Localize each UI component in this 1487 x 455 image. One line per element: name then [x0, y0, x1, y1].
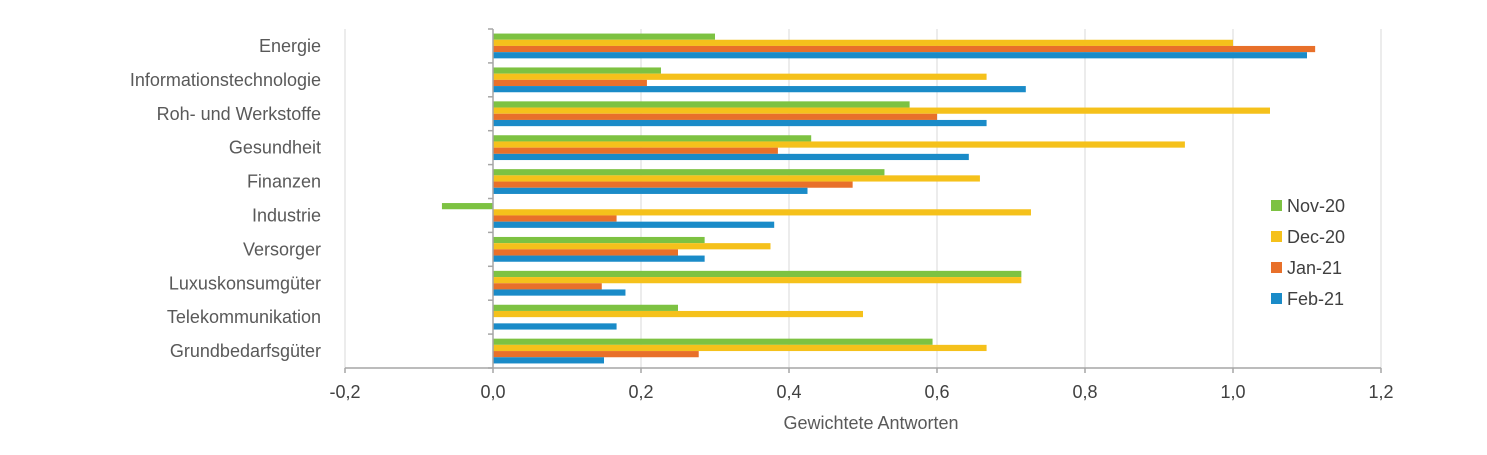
bar-nov-20-4 [493, 169, 885, 176]
legend-swatch-feb-21 [1271, 293, 1282, 304]
bar-dec-20-0 [493, 39, 1233, 46]
x-tick-label-6: 1,0 [1220, 382, 1245, 402]
x-axis-title: Gewichtete Antworten [783, 413, 958, 433]
legend-swatch-nov-20 [1271, 200, 1282, 211]
category-label-6: Versorger [243, 239, 321, 259]
bar-dec-20-7 [493, 277, 1022, 284]
bar-nov-20-9 [493, 338, 933, 345]
bar-feb-21-9 [493, 357, 604, 364]
legend-label-dec-20: Dec-20 [1287, 227, 1345, 247]
bar-dec-20-9 [493, 344, 987, 352]
legend-swatch-dec-20 [1271, 231, 1282, 242]
x-tick-label-4: 0,6 [924, 382, 949, 402]
bar-nov-20-7 [493, 270, 1022, 278]
bar-nov-20-6 [493, 236, 705, 244]
bar-dec-20-6 [493, 243, 771, 250]
bar-jan-21-4 [493, 181, 853, 188]
bar-jan-21-6 [493, 249, 678, 256]
bar-jan-21-9 [493, 351, 699, 358]
bar-feb-21-1 [493, 86, 1026, 93]
category-label-4: Finanzen [247, 172, 321, 192]
bar-feb-21-6 [493, 255, 705, 262]
bar-nov-20-1 [493, 67, 661, 74]
bar-jan-21-0 [493, 45, 1316, 53]
category-label-1: Informationstechnologie [130, 70, 321, 90]
bar-nov-20-5 [441, 203, 493, 210]
legend-label-jan-21: Jan-21 [1287, 258, 1342, 278]
bar-jan-21-7 [493, 283, 602, 290]
bar-dec-20-8 [493, 310, 863, 318]
category-label-7: Luxuskonsumgüter [169, 273, 321, 293]
bar-jan-21-2 [493, 113, 937, 120]
bar-jan-21-1 [493, 79, 647, 87]
category-label-5: Industrie [252, 205, 321, 225]
x-tick-label-2: 0,2 [628, 382, 653, 402]
bar-feb-21-8 [493, 323, 617, 330]
category-label-0: Energie [259, 36, 321, 56]
x-tick-label-5: 0,8 [1072, 382, 1097, 402]
bar-feb-21-0 [493, 52, 1307, 59]
bar-nov-20-2 [493, 101, 910, 108]
bar-feb-21-7 [493, 289, 626, 296]
bar-nov-20-3 [493, 135, 812, 142]
bar-feb-21-3 [493, 153, 969, 161]
bar-feb-21-4 [493, 187, 808, 194]
bar-dec-20-4 [493, 175, 980, 182]
bar-feb-21-2 [493, 119, 987, 127]
bar-feb-21-5 [493, 221, 775, 228]
bar-dec-20-5 [493, 209, 1031, 216]
legend-label-feb-21: Feb-21 [1287, 289, 1344, 309]
x-tick-label-7: 1,2 [1368, 382, 1393, 402]
category-label-2: Roh- und Werkstoffe [157, 104, 321, 124]
bar-dec-20-3 [493, 141, 1185, 148]
category-label-8: Telekommunikation [167, 307, 321, 327]
legend-swatch-jan-21 [1271, 262, 1282, 273]
bar-dec-20-1 [493, 73, 987, 80]
bar-nov-20-0 [493, 33, 715, 40]
bar-dec-20-2 [493, 107, 1270, 114]
bar-jan-21-3 [493, 147, 778, 154]
x-tick-label-1: 0,0 [480, 382, 505, 402]
category-label-9: Grundbedarfsgüter [170, 341, 321, 361]
bar-jan-21-5 [493, 215, 617, 222]
bar-nov-20-8 [493, 304, 678, 311]
x-tick-label-0: -0,2 [329, 382, 360, 402]
x-tick-label-3: 0,4 [776, 382, 801, 402]
legend-label-nov-20: Nov-20 [1287, 196, 1345, 216]
category-label-3: Gesundheit [229, 138, 321, 158]
